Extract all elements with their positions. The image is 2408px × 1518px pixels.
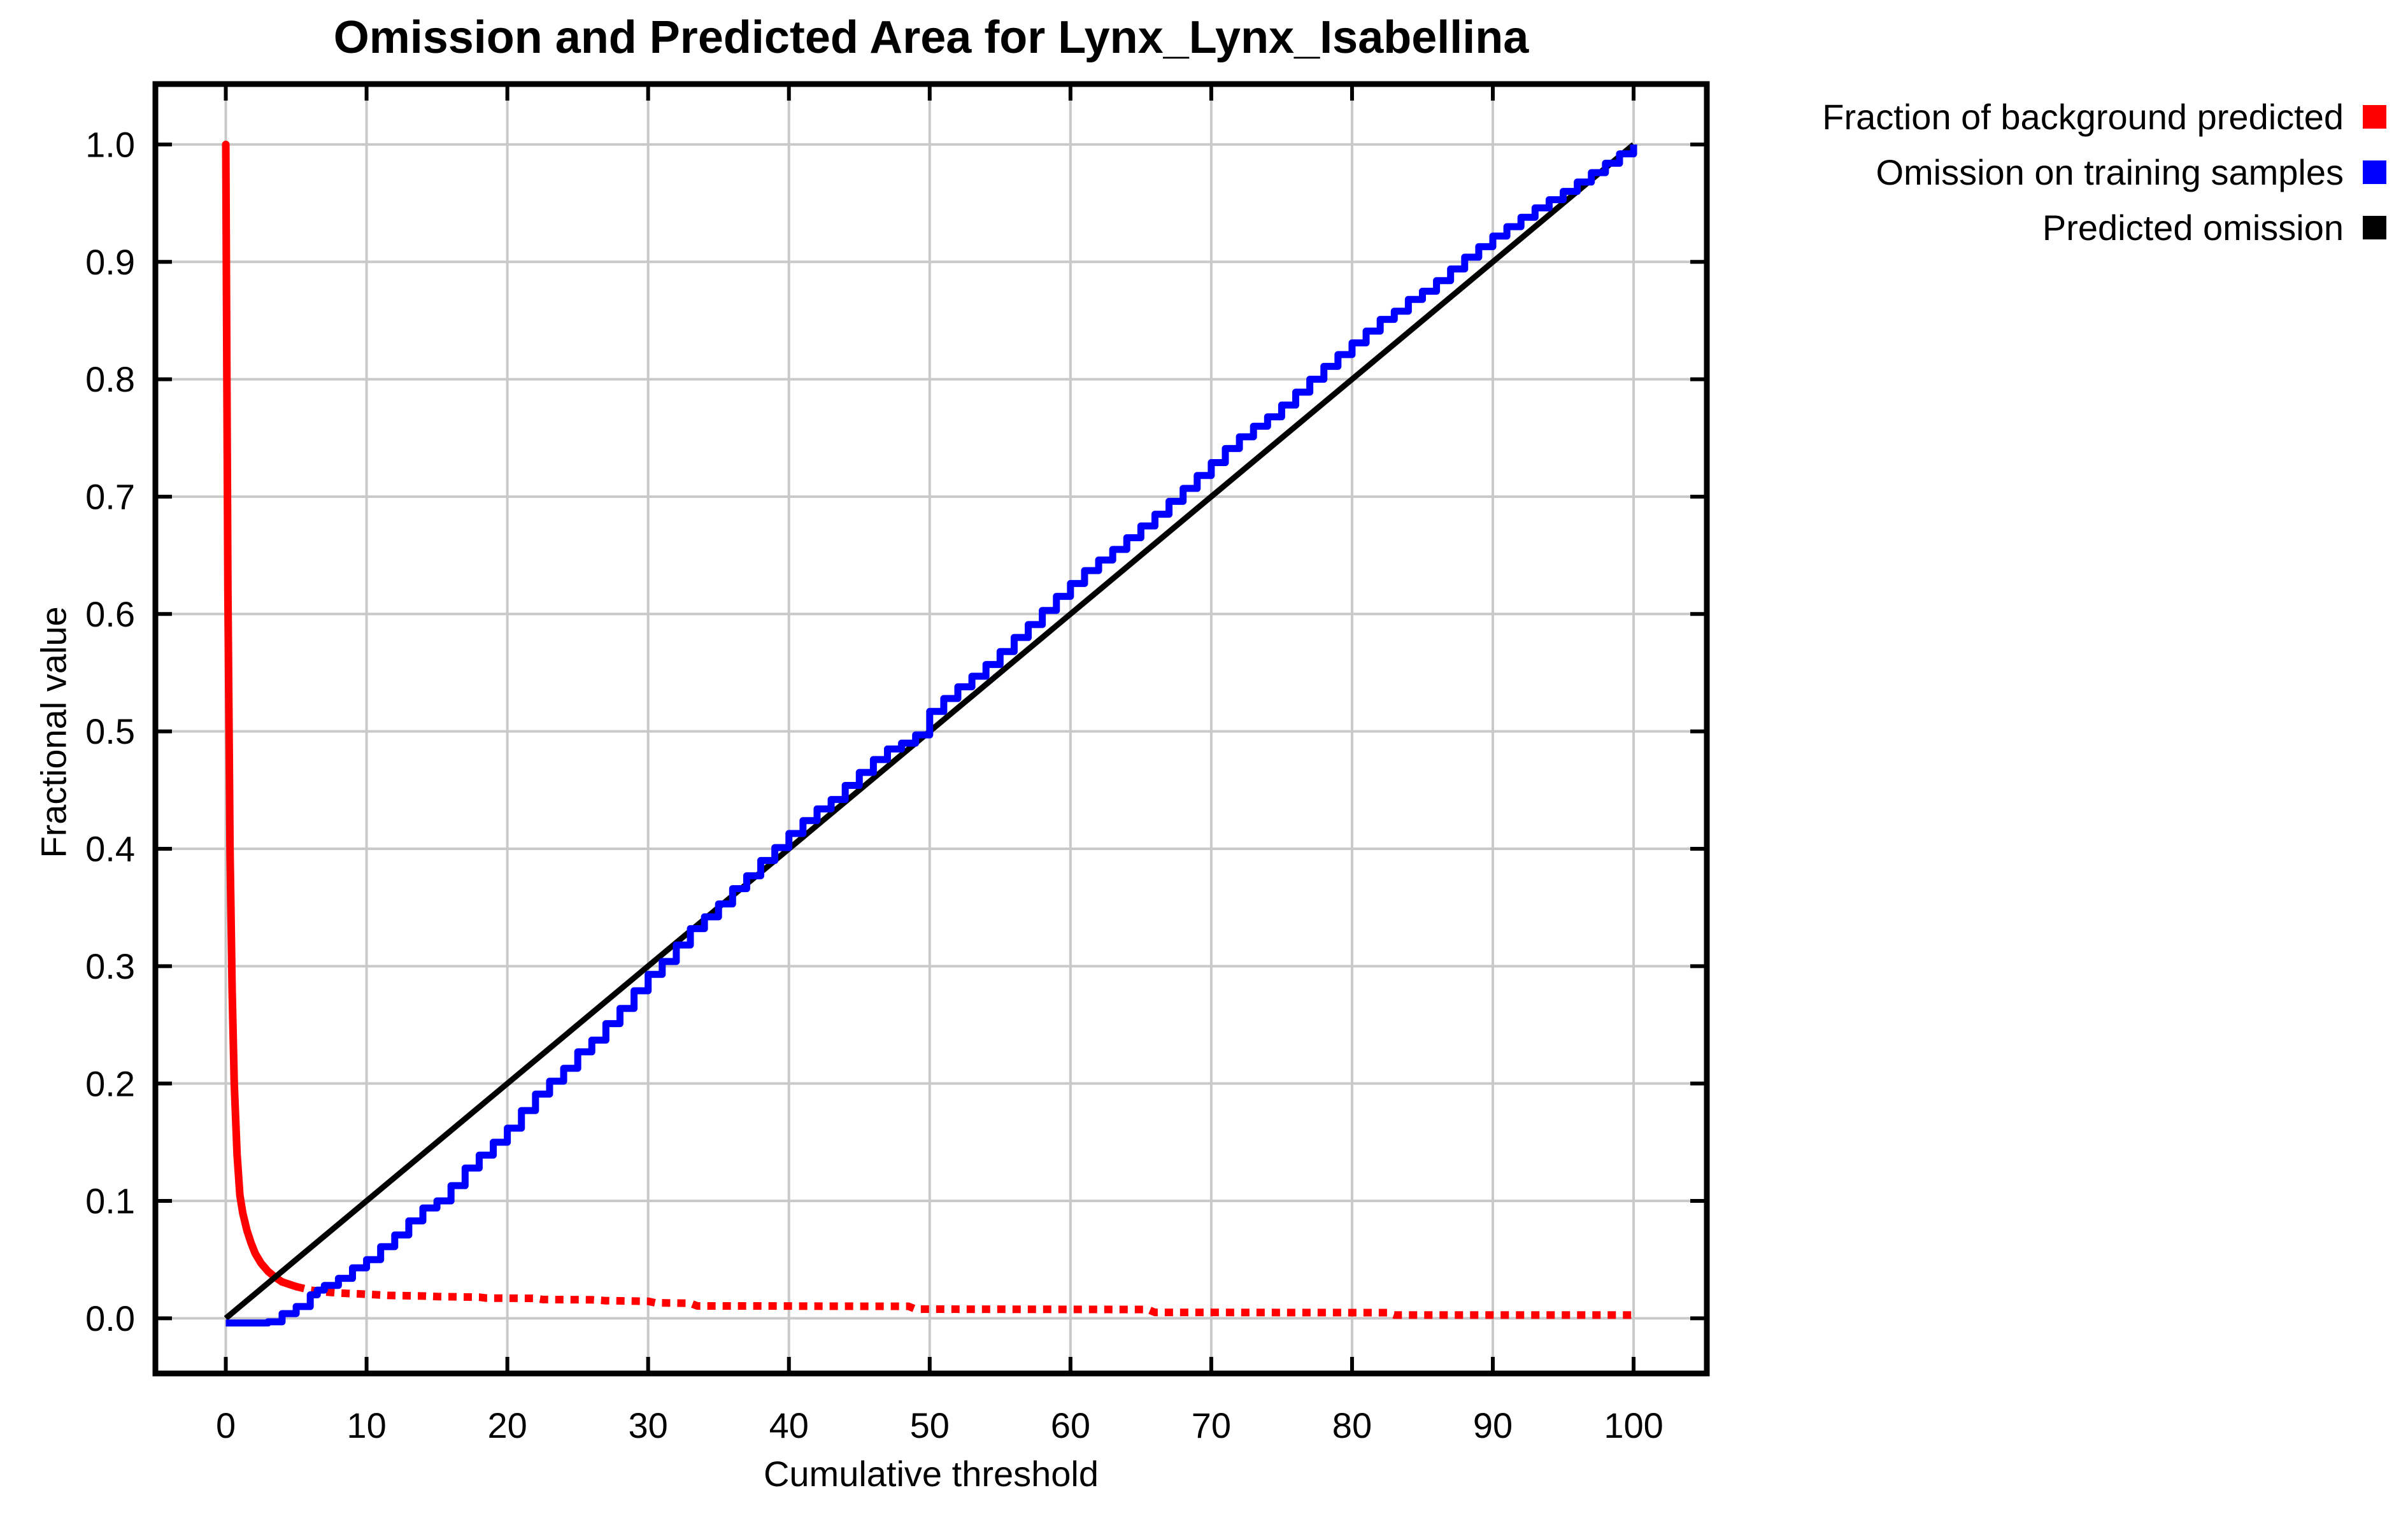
x-axis-title: Cumulative threshold <box>763 1454 1099 1494</box>
svg-text:40: 40 <box>769 1405 809 1445</box>
legend-label-training-omission: Omission on training samples <box>1876 152 2344 192</box>
svg-text:0.4: 0.4 <box>85 829 135 869</box>
legend-row-predicted-omission: Predicted omission <box>1822 200 2386 255</box>
blue-legend-chip-icon <box>2363 160 2386 184</box>
svg-text:10: 10 <box>346 1405 386 1445</box>
svg-text:0.6: 0.6 <box>85 594 135 634</box>
black-legend-chip-icon <box>2363 216 2386 239</box>
svg-text:0.3: 0.3 <box>85 946 135 986</box>
svg-text:100: 100 <box>1604 1405 1663 1445</box>
svg-text:50: 50 <box>910 1405 950 1445</box>
svg-text:0.0: 0.0 <box>85 1298 135 1338</box>
legend-label-background-predicted: Fraction of background predicted <box>1822 97 2344 137</box>
svg-text:90: 90 <box>1473 1405 1513 1445</box>
svg-text:70: 70 <box>1192 1405 1231 1445</box>
svg-text:60: 60 <box>1051 1405 1090 1445</box>
y-axis-title: Fractional value <box>33 606 74 858</box>
svg-text:80: 80 <box>1332 1405 1372 1445</box>
svg-text:20: 20 <box>487 1405 527 1445</box>
svg-text:30: 30 <box>629 1405 668 1445</box>
svg-text:0.5: 0.5 <box>85 711 135 751</box>
svg-text:0: 0 <box>216 1405 236 1445</box>
legend: Fraction of background predicted Omissio… <box>1822 89 2386 255</box>
svg-text:0.1: 0.1 <box>85 1181 135 1221</box>
legend-row-training-omission: Omission on training samples <box>1822 145 2386 200</box>
legend-label-predicted-omission: Predicted omission <box>2042 208 2344 248</box>
svg-text:0.7: 0.7 <box>85 477 135 517</box>
svg-text:1.0: 1.0 <box>85 125 135 165</box>
red-legend-chip-icon <box>2363 105 2386 129</box>
chart-title: Omission and Predicted Area for Lynx_Lyn… <box>333 12 1529 63</box>
svg-text:0.8: 0.8 <box>85 359 135 399</box>
svg-text:0.2: 0.2 <box>85 1063 135 1103</box>
svg-text:0.9: 0.9 <box>85 242 135 282</box>
legend-row-background-predicted: Fraction of background predicted <box>1822 89 2386 145</box>
